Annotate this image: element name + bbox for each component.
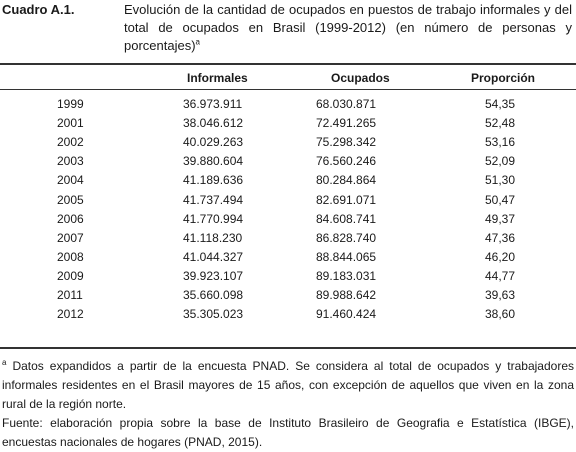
cell-informales: 41.770.994 bbox=[183, 211, 244, 226]
table-row: 2006 41.770.994 84.608.741 49,37 bbox=[0, 210, 576, 229]
cell-informales: 39.880.604 bbox=[183, 154, 244, 169]
table-row: 2009 39.923.107 89.183.031 44,77 bbox=[0, 267, 576, 286]
table-row: 2012 35.305.023 91.460.424 38,60 bbox=[0, 305, 576, 324]
table-title-text: Evolución de la cantidad de ocupados en … bbox=[124, 2, 572, 53]
cell-ocupados: 80.284.864 bbox=[316, 173, 377, 188]
cell-ocupados: 68.030.871 bbox=[316, 97, 377, 111]
cell-proporcion: 52,48 bbox=[485, 116, 516, 131]
bottom-rule bbox=[0, 347, 576, 349]
header-rule bbox=[0, 89, 576, 90]
cell-year: 2002 bbox=[57, 135, 84, 150]
column-header-informales: Informales bbox=[187, 71, 248, 85]
cell-year: 2006 bbox=[57, 211, 84, 226]
cell-ocupados: 75.298.342 bbox=[316, 135, 377, 150]
cell-ocupados: 89.183.031 bbox=[316, 268, 377, 283]
cell-year: 2003 bbox=[57, 154, 84, 169]
top-rule bbox=[0, 63, 576, 65]
cell-informales: 39.923.107 bbox=[183, 268, 244, 283]
cell-informales: 38.046.612 bbox=[183, 116, 244, 131]
cell-year: 2011 bbox=[57, 288, 83, 302]
cell-ocupados: 88.844.065 bbox=[316, 249, 377, 264]
cell-year: 2004 bbox=[57, 173, 84, 188]
footnote-text: Datos expandidos a partir de la encuesta… bbox=[2, 359, 574, 411]
cell-informales: 41.118.230 bbox=[183, 230, 243, 245]
table-caption: Cuadro A.1. bbox=[2, 2, 75, 17]
table-row: 2004 41.189.636 80.284.864 51,30 bbox=[0, 171, 576, 190]
footnote: a Datos expandidos a partir de la encues… bbox=[2, 357, 574, 414]
table-row: 2007 41.118.230 86.828.740 47,36 bbox=[0, 229, 576, 248]
cell-proporcion: 44,77 bbox=[485, 268, 516, 283]
table-row: 1999 36.973.911 68.030.871 54,35 bbox=[0, 95, 576, 114]
table-row: 2005 41.737.494 82.691.071 50,47 bbox=[0, 191, 576, 210]
cell-informales: 36.973.911 bbox=[183, 97, 243, 111]
cell-ocupados: 89.988.642 bbox=[316, 288, 377, 302]
cell-year: 2008 bbox=[57, 249, 84, 264]
cell-proporcion: 39,63 bbox=[485, 288, 516, 302]
cell-informales: 41.044.327 bbox=[183, 249, 244, 264]
cell-ocupados: 72.491.265 bbox=[316, 116, 377, 131]
cell-ocupados: 76.560.246 bbox=[316, 154, 377, 169]
cell-ocupados: 91.460.424 bbox=[316, 307, 377, 322]
cell-year: 2009 bbox=[57, 268, 84, 283]
cell-year: 2007 bbox=[57, 230, 84, 245]
cell-informales: 41.189.636 bbox=[183, 173, 244, 188]
source-note: Fuente: elaboración propia sobre la base… bbox=[2, 416, 574, 449]
cell-proporcion: 54,35 bbox=[485, 97, 516, 111]
cell-proporcion: 50,47 bbox=[485, 192, 516, 207]
cell-proporcion: 46,20 bbox=[485, 249, 516, 264]
table-row: 2011 35.660.098 89.988.642 39,63 bbox=[0, 286, 576, 305]
cell-informales: 35.305.023 bbox=[183, 307, 244, 322]
cell-ocupados: 86.828.740 bbox=[316, 230, 377, 245]
cell-informales: 35.660.098 bbox=[183, 288, 244, 302]
cell-informales: 40.029.263 bbox=[183, 135, 244, 150]
table-row: 2008 41.044.327 88.844.065 46,20 bbox=[0, 248, 576, 267]
table-title: Evolución de la cantidad de ocupados en … bbox=[124, 1, 572, 55]
table-row: 2002 40.029.263 75.298.342 53,16 bbox=[0, 133, 576, 152]
cell-proporcion: 51,30 bbox=[485, 173, 516, 188]
column-header-ocupados: Ocupados bbox=[331, 71, 390, 85]
cell-year: 1999 bbox=[57, 97, 84, 111]
cell-year: 2012 bbox=[57, 307, 84, 322]
cell-proporcion: 53,16 bbox=[485, 135, 516, 150]
title-footnote-mark: a bbox=[195, 37, 200, 47]
cell-proporcion: 38,60 bbox=[485, 307, 516, 322]
cell-year: 2005 bbox=[57, 192, 84, 207]
table-row: 2001 38.046.612 72.491.265 52,48 bbox=[0, 114, 576, 133]
cell-ocupados: 84.608.741 bbox=[316, 211, 377, 226]
footnote-mark: a bbox=[2, 358, 7, 367]
column-header-proporcion: Proporción bbox=[471, 71, 536, 85]
cell-proporcion: 47,36 bbox=[485, 230, 516, 245]
cell-proporcion: 49,37 bbox=[485, 211, 516, 226]
cell-informales: 41.737.494 bbox=[183, 192, 244, 207]
cell-year: 2001 bbox=[57, 116, 84, 131]
cell-proporcion: 52,09 bbox=[485, 154, 516, 169]
cell-ocupados: 82.691.071 bbox=[316, 192, 377, 207]
table-row: 2003 39.880.604 76.560.246 52,09 bbox=[0, 152, 576, 171]
